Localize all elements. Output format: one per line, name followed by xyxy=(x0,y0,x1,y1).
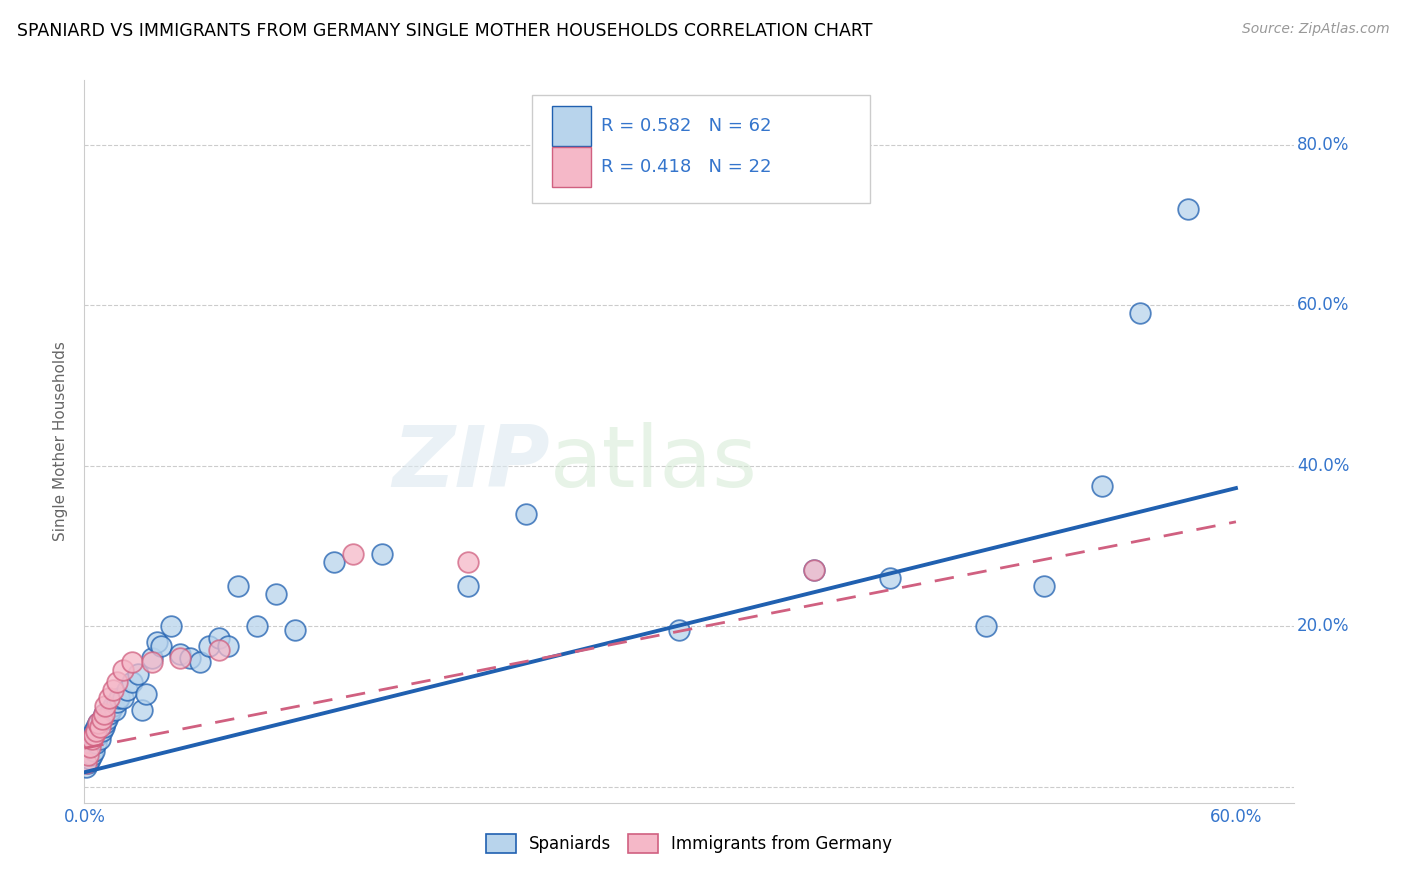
Point xyxy=(77,744,100,758)
Text: Source: ZipAtlas.com: Source: ZipAtlas.com xyxy=(1241,22,1389,37)
Point xyxy=(90,712,112,726)
Point xyxy=(246,619,269,633)
Point xyxy=(96,712,118,726)
Point xyxy=(80,735,103,749)
Point xyxy=(100,703,122,717)
Point xyxy=(457,579,479,593)
Point xyxy=(94,715,117,730)
Point xyxy=(169,651,191,665)
Point xyxy=(89,719,111,733)
Point xyxy=(111,691,134,706)
Point xyxy=(80,728,103,742)
Point xyxy=(75,760,97,774)
Point xyxy=(84,735,107,749)
Point xyxy=(79,739,101,754)
FancyBboxPatch shape xyxy=(553,147,591,186)
Point xyxy=(93,707,115,722)
Point xyxy=(87,715,110,730)
Point xyxy=(87,728,110,742)
Point xyxy=(115,683,138,698)
Point xyxy=(111,664,134,678)
Point xyxy=(94,699,117,714)
Point xyxy=(87,715,110,730)
Text: 20.0%: 20.0% xyxy=(1298,617,1350,635)
Point xyxy=(83,728,105,742)
Point xyxy=(79,739,101,754)
Point xyxy=(108,691,131,706)
Point xyxy=(208,632,231,646)
Text: atlas: atlas xyxy=(550,422,758,505)
Point xyxy=(169,648,191,662)
Point xyxy=(803,563,825,577)
Point xyxy=(104,703,127,717)
Point xyxy=(90,712,112,726)
Point xyxy=(105,696,128,710)
Point xyxy=(179,651,201,665)
Point xyxy=(83,731,105,746)
Y-axis label: Single Mother Households: Single Mother Households xyxy=(53,342,69,541)
Point xyxy=(803,563,825,577)
Point xyxy=(127,667,149,681)
Point xyxy=(80,731,103,746)
Point xyxy=(131,703,153,717)
Point xyxy=(284,623,307,637)
Point xyxy=(89,719,111,733)
Point xyxy=(98,707,121,722)
Point xyxy=(77,747,100,762)
Point xyxy=(217,639,239,653)
Point xyxy=(141,651,163,665)
Text: ZIP: ZIP xyxy=(392,422,550,505)
Point xyxy=(226,579,249,593)
Point xyxy=(1090,478,1112,492)
Text: 80.0%: 80.0% xyxy=(1298,136,1350,153)
FancyBboxPatch shape xyxy=(553,106,591,145)
Point xyxy=(668,623,690,637)
Point xyxy=(84,723,107,738)
Point xyxy=(83,723,105,738)
Point xyxy=(879,571,901,585)
Point xyxy=(515,507,537,521)
Point xyxy=(146,635,169,649)
Point xyxy=(121,655,143,669)
Point xyxy=(342,547,364,561)
Text: R = 0.418   N = 22: R = 0.418 N = 22 xyxy=(600,158,770,176)
Point xyxy=(101,699,124,714)
Point xyxy=(371,547,394,561)
Point xyxy=(90,723,112,738)
Point xyxy=(159,619,181,633)
Point xyxy=(322,555,344,569)
Point xyxy=(976,619,998,633)
Point xyxy=(75,756,97,770)
Point xyxy=(1129,306,1152,320)
Point xyxy=(84,719,107,733)
Legend: Spaniards, Immigrants from Germany: Spaniards, Immigrants from Germany xyxy=(479,827,898,860)
Point xyxy=(79,751,101,765)
Point xyxy=(198,639,221,653)
Point xyxy=(121,675,143,690)
Point xyxy=(135,687,157,701)
Point xyxy=(89,731,111,746)
Text: SPANIARD VS IMMIGRANTS FROM GERMANY SINGLE MOTHER HOUSEHOLDS CORRELATION CHART: SPANIARD VS IMMIGRANTS FROM GERMANY SING… xyxy=(17,22,872,40)
Point xyxy=(98,691,121,706)
Point xyxy=(101,683,124,698)
Point xyxy=(208,643,231,657)
Point xyxy=(266,587,288,601)
Point xyxy=(457,555,479,569)
Point xyxy=(77,756,100,770)
Text: 60.0%: 60.0% xyxy=(1298,296,1350,314)
Point xyxy=(93,707,115,722)
Point xyxy=(188,655,211,669)
Point xyxy=(150,639,173,653)
FancyBboxPatch shape xyxy=(531,95,870,203)
Point xyxy=(105,675,128,690)
Point xyxy=(83,744,105,758)
Text: 40.0%: 40.0% xyxy=(1298,457,1350,475)
Point xyxy=(79,731,101,746)
Point xyxy=(1177,202,1199,216)
Point xyxy=(141,655,163,669)
Point xyxy=(1033,579,1056,593)
Point xyxy=(93,719,115,733)
Text: R = 0.582   N = 62: R = 0.582 N = 62 xyxy=(600,117,770,135)
Point xyxy=(80,747,103,762)
